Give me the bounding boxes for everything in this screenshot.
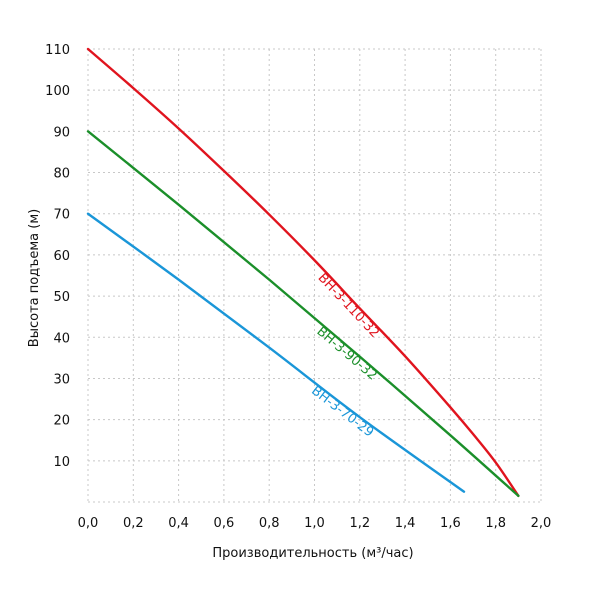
series-line [86, 130, 520, 498]
series-line [86, 212, 466, 493]
y-tick-label: 80 [53, 167, 70, 182]
x-tick-label: 1,8 [485, 516, 506, 531]
y-tick-label: 50 [53, 290, 70, 305]
x-axis-label: Производительность (м³/час) [212, 546, 413, 561]
y-tick-labels: 10 20 30 40 50 60 70 80 90 100 110 [45, 43, 70, 470]
grid [87, 48, 542, 503]
y-axis-label: Высота подъема (м) [27, 209, 42, 347]
x-tick-label: 0,4 [168, 516, 189, 531]
series-line [86, 47, 520, 498]
x-tick-label: 0,0 [78, 516, 99, 531]
x-tick-label: 0,2 [123, 516, 144, 531]
x-tick-label: 0,8 [259, 516, 280, 531]
x-tick-label: 2,0 [531, 516, 552, 531]
y-tick-label: 30 [53, 372, 70, 387]
x-tick-label: 1,4 [395, 516, 416, 531]
series-label: ВН-3-70-29 [308, 383, 376, 440]
x-tick-label: 1,6 [440, 516, 461, 531]
y-tick-label: 110 [45, 43, 70, 58]
x-tick-label: 1,0 [304, 516, 325, 531]
y-tick-label: 20 [53, 414, 70, 429]
series-lines [86, 47, 520, 498]
y-tick-label: 10 [53, 455, 70, 470]
x-tick-label: 1,2 [349, 516, 370, 531]
y-tick-label: 40 [53, 331, 70, 346]
y-tick-label: 70 [53, 208, 70, 223]
x-tick-label: 0,6 [214, 516, 235, 531]
y-tick-label: 60 [53, 249, 70, 264]
y-tick-label: 90 [53, 125, 70, 140]
x-tick-labels: 0,0 0,2 0,4 0,6 0,8 1,0 1,2 1,4 1,6 1,8 2,0 [78, 516, 552, 531]
y-tick-label: 100 [45, 84, 70, 99]
